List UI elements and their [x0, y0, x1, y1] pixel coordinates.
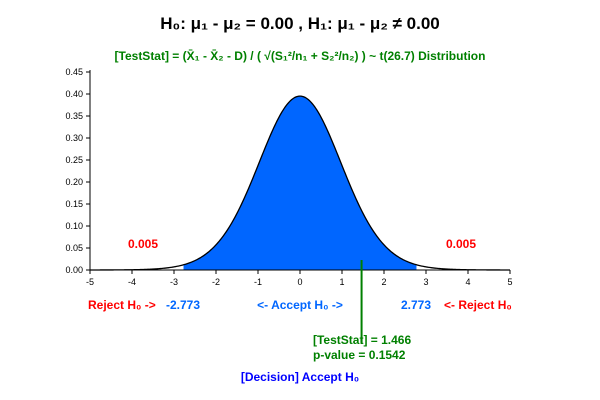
x-tick-label: 3	[423, 277, 428, 287]
density-curve	[90, 95, 510, 271]
y-tick-label: 0.20	[65, 177, 83, 187]
x-tick-label: -5	[86, 277, 94, 287]
x-tick-label: 2	[381, 277, 386, 287]
x-tick-label: 0	[297, 277, 302, 287]
crit-right-label: 2.773	[401, 298, 431, 312]
x-tick-label: -2	[212, 277, 220, 287]
y-tick-label: 0.35	[65, 111, 83, 121]
x-tick-label: 1	[339, 277, 344, 287]
y-tick-label: 0.05	[65, 243, 83, 253]
x-tick-label: -3	[170, 277, 178, 287]
left-tail-prob: 0.005	[128, 237, 158, 251]
p-value-label: p-value = 0.1542	[313, 348, 406, 362]
crit-left-label: -2.773	[166, 298, 200, 312]
x-tick-label: -4	[128, 277, 136, 287]
y-tick-label: 0.25	[65, 155, 83, 165]
accept-label: <- Accept H₀ ->	[257, 298, 343, 312]
x-tick-label: 4	[465, 277, 470, 287]
y-tick-label: 0.15	[65, 199, 83, 209]
y-tick-label: 0.30	[65, 133, 83, 143]
decision-label: [Decision] Accept H₀	[241, 370, 359, 384]
right-tail-prob: 0.005	[446, 237, 476, 251]
y-tick-label: 0.10	[65, 221, 83, 231]
y-tick-label: 0.00	[65, 265, 83, 275]
x-tick-label: -1	[254, 277, 262, 287]
chart-subtitle: [TestStat] = (X̄₁ - X̄₂ - D) / ( √(S₁²/n…	[115, 49, 486, 63]
test-stat-label: [TestStat] = 1.466	[313, 333, 411, 347]
x-tick-label: 5	[507, 277, 512, 287]
reject-right-label: <- Reject H₀	[444, 298, 512, 312]
y-tick-label: 0.45	[65, 67, 83, 77]
reject-left-label: Reject H₀ ->	[88, 298, 156, 312]
chart-title: H₀: μ₁ - μ₂ = 0.00 , H₁: μ₁ - μ₂ ≠ 0.00	[160, 14, 440, 33]
y-tick-label: 0.40	[65, 89, 83, 99]
accept-region	[183, 96, 417, 270]
